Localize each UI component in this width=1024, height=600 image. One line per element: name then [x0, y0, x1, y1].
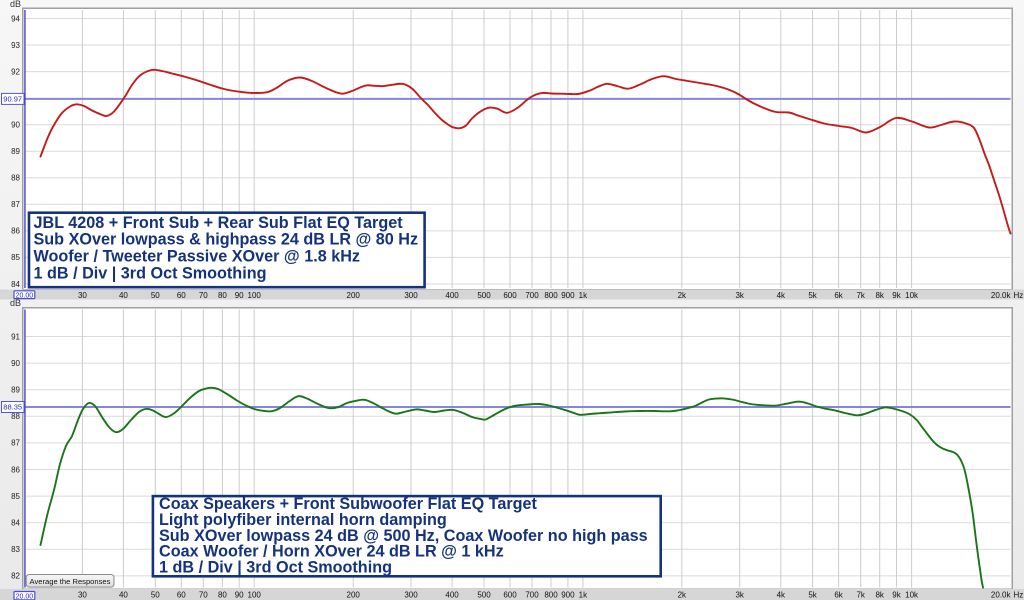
- svg-text:800: 800: [544, 591, 558, 600]
- svg-text:5k: 5k: [808, 291, 817, 300]
- svg-text:Hz: Hz: [1014, 291, 1024, 300]
- svg-text:90.97: 90.97: [3, 95, 22, 104]
- svg-text:Coax Speakers + Front Subwoofe: Coax Speakers + Front Subwoofer Flat EQ …: [159, 495, 538, 513]
- svg-text:500: 500: [477, 591, 491, 600]
- svg-text:600: 600: [503, 591, 517, 600]
- svg-text:700: 700: [525, 591, 539, 600]
- svg-text:9k: 9k: [892, 291, 901, 300]
- svg-text:1 dB / Div | 3rd Oct Smoothing: 1 dB / Div | 3rd Oct Smoothing: [159, 558, 392, 576]
- svg-text:90: 90: [235, 591, 244, 600]
- svg-text:5k: 5k: [808, 591, 817, 600]
- svg-text:82: 82: [11, 572, 20, 581]
- svg-text:50: 50: [151, 591, 160, 600]
- svg-text:83: 83: [11, 545, 20, 554]
- svg-text:70: 70: [199, 291, 208, 300]
- svg-text:Hz: Hz: [1014, 591, 1024, 600]
- svg-text:Coax Woofer / Horn XOver 24 dB: Coax Woofer / Horn XOver 24 dB LR @ 1 kH…: [159, 543, 504, 561]
- svg-text:900: 900: [561, 291, 575, 300]
- svg-text:6k: 6k: [834, 591, 843, 600]
- svg-text:91: 91: [11, 332, 20, 341]
- svg-text:dB: dB: [10, 298, 21, 308]
- svg-text:10k: 10k: [905, 291, 919, 300]
- svg-text:200: 200: [347, 291, 361, 300]
- svg-text:300: 300: [404, 591, 418, 600]
- svg-text:93: 93: [11, 41, 20, 50]
- svg-text:30: 30: [78, 591, 87, 600]
- svg-text:70: 70: [199, 591, 208, 600]
- svg-text:85: 85: [11, 492, 20, 501]
- svg-text:8k: 8k: [875, 291, 884, 300]
- svg-text:300: 300: [404, 291, 418, 300]
- svg-text:88: 88: [11, 174, 20, 183]
- svg-text:Light polyfiber internal horn: Light polyfiber internal horn damping: [159, 511, 447, 529]
- svg-text:87: 87: [11, 200, 20, 209]
- svg-text:94: 94: [11, 14, 20, 23]
- svg-text:80: 80: [218, 591, 227, 600]
- svg-text:800: 800: [544, 291, 558, 300]
- svg-text:20.0k: 20.0k: [991, 591, 1012, 600]
- svg-text:9k: 9k: [892, 591, 901, 600]
- svg-text:84: 84: [11, 519, 20, 528]
- svg-text:100: 100: [248, 291, 262, 300]
- svg-text:900: 900: [561, 591, 575, 600]
- svg-text:3k: 3k: [735, 591, 744, 600]
- svg-text:JBL 4208 + Front Sub + Rear Su: JBL 4208 + Front Sub + Rear Sub Flat EQ …: [34, 214, 404, 232]
- svg-text:88: 88: [11, 412, 20, 421]
- svg-text:90: 90: [11, 359, 20, 368]
- svg-text:90: 90: [11, 121, 20, 130]
- svg-text:80: 80: [218, 291, 227, 300]
- svg-text:Woofer / Tweeter Passive XOver: Woofer / Tweeter Passive XOver @ 1.8 kHz: [34, 248, 360, 266]
- svg-text:30: 30: [78, 291, 87, 300]
- svg-text:1k: 1k: [579, 291, 588, 300]
- svg-text:100: 100: [248, 591, 262, 600]
- svg-text:4k: 4k: [777, 291, 786, 300]
- svg-text:8k: 8k: [875, 591, 884, 600]
- svg-text:10k: 10k: [905, 591, 919, 600]
- svg-text:88.35: 88.35: [3, 403, 22, 412]
- svg-text:2k: 2k: [678, 291, 687, 300]
- svg-text:60: 60: [177, 591, 186, 600]
- svg-text:87: 87: [11, 439, 20, 448]
- svg-text:89: 89: [11, 147, 20, 156]
- svg-text:Average the Responses: Average the Responses: [30, 577, 111, 586]
- svg-text:20.00: 20.00: [16, 593, 34, 600]
- svg-text:600: 600: [503, 291, 517, 300]
- svg-text:1 dB / Div | 3rd Oct Smoothing: 1 dB / Div | 3rd Oct Smoothing: [34, 264, 267, 282]
- svg-text:40: 40: [119, 591, 128, 600]
- svg-text:200: 200: [347, 591, 361, 600]
- svg-text:85: 85: [11, 253, 20, 262]
- svg-text:50: 50: [151, 291, 160, 300]
- svg-text:4k: 4k: [777, 591, 786, 600]
- svg-text:20.0k: 20.0k: [991, 291, 1012, 300]
- svg-text:400: 400: [445, 591, 459, 600]
- svg-text:2k: 2k: [678, 591, 687, 600]
- svg-text:1k: 1k: [579, 591, 588, 600]
- svg-text:Sub XOver lowpass 24 dB @ 500: Sub XOver lowpass 24 dB @ 500 Hz, Coax W…: [159, 527, 648, 545]
- svg-text:7k: 7k: [856, 291, 865, 300]
- svg-text:400: 400: [445, 291, 459, 300]
- svg-text:3k: 3k: [735, 291, 744, 300]
- svg-text:60: 60: [177, 291, 186, 300]
- svg-text:7k: 7k: [856, 591, 865, 600]
- svg-text:Sub XOver lowpass & highpass 2: Sub XOver lowpass & highpass 24 dB LR @ …: [34, 231, 419, 249]
- svg-text:86: 86: [11, 227, 20, 236]
- svg-text:86: 86: [11, 465, 20, 474]
- svg-text:500: 500: [477, 291, 491, 300]
- svg-text:90: 90: [235, 291, 244, 300]
- svg-text:84: 84: [11, 280, 20, 289]
- svg-text:20.00: 20.00: [16, 292, 34, 299]
- svg-text:89: 89: [11, 386, 20, 395]
- svg-text:6k: 6k: [834, 291, 843, 300]
- svg-text:40: 40: [119, 291, 128, 300]
- svg-text:dB: dB: [10, 0, 21, 9]
- svg-text:700: 700: [525, 291, 539, 300]
- svg-text:92: 92: [11, 67, 20, 76]
